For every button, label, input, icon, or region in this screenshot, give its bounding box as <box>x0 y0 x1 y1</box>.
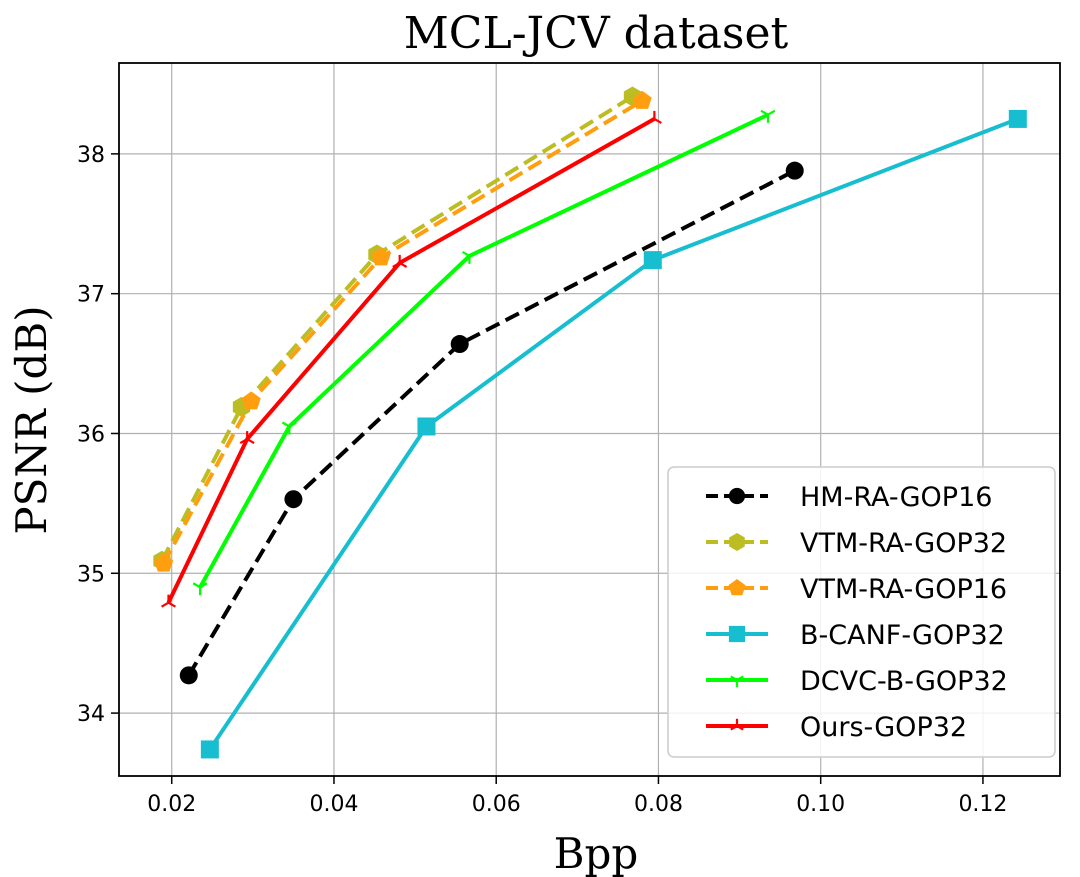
x-tick-label: 0.02 <box>147 792 196 817</box>
legend-marker-arm <box>736 725 744 731</box>
series-line <box>161 99 644 565</box>
legend-marker <box>728 487 746 505</box>
y-axis-label: PSNR (dB) <box>7 305 56 534</box>
legend-label: B-CANF-GOP32 <box>800 620 1005 651</box>
legend-entry: B-CANF-GOP32 <box>706 620 1005 651</box>
series-line <box>198 112 769 589</box>
data-point <box>392 254 408 268</box>
data-point <box>239 431 255 445</box>
data-point-arm <box>767 109 776 116</box>
series-VTM-RA-GOP32 <box>153 86 642 571</box>
data-point <box>371 247 391 266</box>
data-point-arm <box>760 109 769 116</box>
legend-marker-arm <box>730 725 738 731</box>
legend-entry: VTM-RA-GOP16 <box>706 574 1007 605</box>
legend-label: Ours-GOP32 <box>800 712 967 743</box>
data-point-arm <box>199 582 208 589</box>
data-point <box>192 582 208 596</box>
data-point <box>417 417 436 436</box>
legend-box <box>667 466 1056 758</box>
y-tick-label: 35 <box>77 562 105 587</box>
data-point <box>241 391 261 410</box>
data-point-arm <box>392 261 401 268</box>
y-tick-label: 36 <box>77 422 105 447</box>
data-point-arm <box>246 438 255 445</box>
series-B-CANF-GOP32 <box>200 109 1027 759</box>
series-line <box>208 117 1019 751</box>
series-layer <box>153 86 1027 759</box>
legend-marker <box>730 718 744 731</box>
data-point <box>284 490 303 509</box>
series-HM-RA-GOP16 <box>179 161 804 685</box>
data-point-arm <box>646 117 655 124</box>
legend-marker <box>729 533 745 551</box>
x-axis-label: Bpp <box>554 829 639 877</box>
legend-entry: VTM-RA-GOP32 <box>706 528 1007 559</box>
data-point-arm <box>288 421 297 428</box>
x-tick-label: 0.08 <box>634 792 683 817</box>
data-point-arm <box>161 601 170 608</box>
data-point-arm <box>239 438 248 445</box>
series-VTM-RA-GOP16 <box>154 90 652 572</box>
legend-entry: DCVC-B-GOP32 <box>706 666 1008 697</box>
y-tick-label: 38 <box>77 143 105 168</box>
series-DCVC-B-GOP32 <box>192 109 776 596</box>
legend-marker-arm <box>730 675 738 681</box>
legend-label: DCVC-B-GOP32 <box>800 666 1008 697</box>
x-tick-label: 0.12 <box>958 792 1007 817</box>
data-point <box>760 109 776 123</box>
data-point-arm <box>653 117 662 124</box>
data-point-arm <box>399 261 408 268</box>
legend-marker-arm <box>736 675 744 681</box>
y-tick-label: 34 <box>77 702 105 727</box>
data-point <box>450 335 469 354</box>
data-point <box>785 161 804 180</box>
legend-label: VTM-RA-GOP16 <box>800 574 1007 605</box>
x-tick-label: 0.10 <box>796 792 845 817</box>
legend-marker <box>730 675 744 688</box>
data-point <box>461 250 477 264</box>
legend-marker <box>728 579 746 596</box>
legend: HM-RA-GOP16 VTM-RA-GOP32 VTM-RA-GOP16 B-CAN… <box>667 466 1056 758</box>
data-point <box>281 421 297 435</box>
legend-label: HM-RA-GOP16 <box>800 482 992 513</box>
legend-entry: HM-RA-GOP16 <box>706 482 992 513</box>
plot-frame <box>118 62 1061 777</box>
series-line <box>160 94 634 562</box>
legend-marker <box>728 625 746 643</box>
data-point-arm <box>192 582 201 589</box>
chart-title: MCL-JCV dataset <box>404 8 789 59</box>
x-tick-label: 0.04 <box>309 792 358 817</box>
series-Ours-GOP32 <box>161 110 662 608</box>
data-point <box>646 110 662 124</box>
legend-label: VTM-RA-GOP32 <box>800 528 1007 559</box>
ticks: 0.02 0.04 0.06 0.08 0.10 0.12 34 35 36 37 38 <box>77 143 1007 817</box>
data-point <box>632 90 652 109</box>
data-point <box>643 251 662 270</box>
data-point-arm <box>281 421 290 428</box>
data-point-arm <box>468 250 477 257</box>
y-tick-label: 37 <box>77 283 105 308</box>
data-point <box>154 553 174 572</box>
legend-entry: Ours-GOP32 <box>706 712 967 743</box>
series-line <box>166 117 656 604</box>
data-point <box>161 594 176 608</box>
data-point-arm <box>461 250 470 257</box>
x-tick-label: 0.06 <box>472 792 521 817</box>
data-point-arm <box>167 601 176 608</box>
data-point <box>200 740 219 759</box>
data-point <box>179 666 198 685</box>
series-line <box>187 168 796 677</box>
data-point <box>1008 109 1027 128</box>
